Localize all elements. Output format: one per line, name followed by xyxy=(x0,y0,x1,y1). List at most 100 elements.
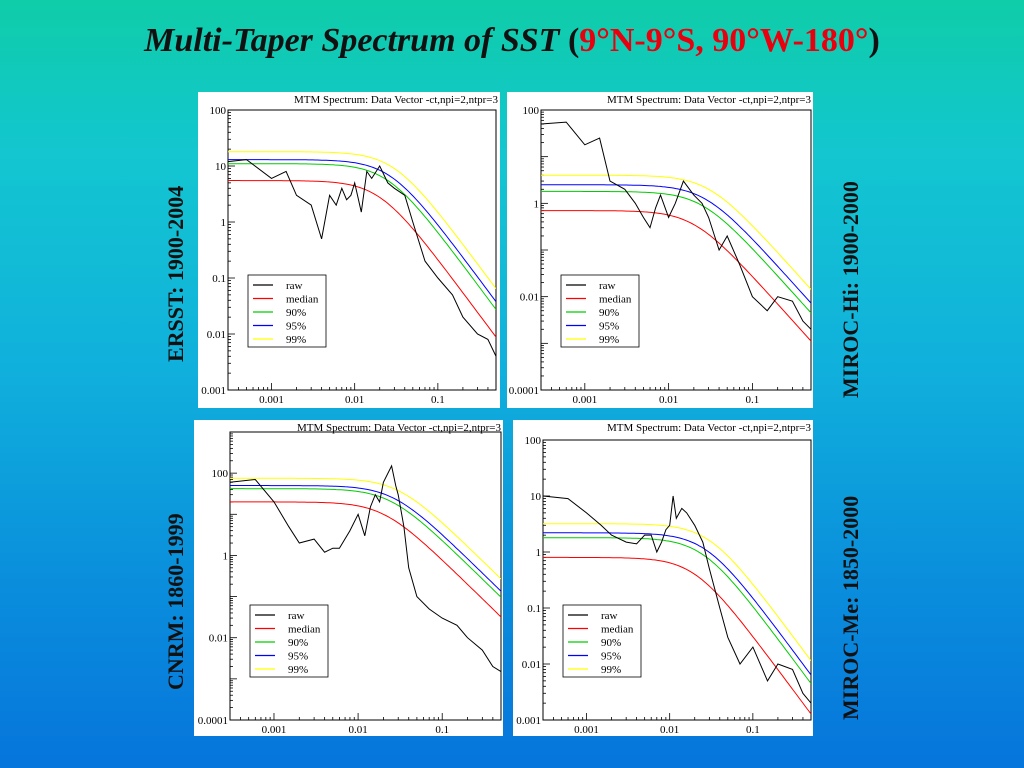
title-open-paren: ( xyxy=(567,22,580,59)
legend-label-median: median xyxy=(288,624,321,636)
x-tick-label: 0.001 xyxy=(572,394,597,406)
y-tick-label: 100 xyxy=(210,105,227,117)
legend-label-median: median xyxy=(601,624,634,636)
chart-svg-cnrm: MTM Spectrum: Data Vector -ct,npi=2,ntpr… xyxy=(198,422,502,736)
chart-title: MTM Spectrum: Data Vector -ct,npi=2,ntpr… xyxy=(607,422,812,434)
y-tick-label: 1 xyxy=(223,550,229,562)
y-tick-label: 0.001 xyxy=(201,385,226,397)
series-99pct-line xyxy=(541,174,811,290)
chart-svg-miroc-me: MTM Spectrum: Data Vector -ct,npi=2,ntpr… xyxy=(516,422,812,736)
plot-area xyxy=(541,121,811,342)
legend-label-raw: raw xyxy=(286,280,303,292)
y-tick-label: 10 xyxy=(530,491,542,503)
legend-label-90pct: 90% xyxy=(288,637,308,649)
x-tick-label: 0.001 xyxy=(262,724,287,736)
y-tick-label: 0.1 xyxy=(212,273,226,285)
series-median-line xyxy=(230,501,501,618)
legend-label-95pct: 95% xyxy=(601,651,621,663)
chart-title: MTM Spectrum: Data Vector -ct,npi=2,ntpr… xyxy=(607,94,812,106)
series-95pct-line xyxy=(228,159,496,302)
y-tick-label: 100 xyxy=(523,105,540,117)
chart-title: MTM Spectrum: Data Vector -ct,npi=2,ntpr… xyxy=(297,422,502,434)
x-tick-label: 0.1 xyxy=(431,394,445,406)
legend-label-90pct: 90% xyxy=(601,637,621,649)
chart-svg-ersst: MTM Spectrum: Data Vector -ct,npi=2,ntpr… xyxy=(201,94,499,406)
legend-label-95pct: 95% xyxy=(599,321,619,333)
series-90pct-line xyxy=(543,537,811,684)
series-raw-line xyxy=(541,121,811,330)
plot-frame xyxy=(229,431,502,721)
x-tick-label: 0.1 xyxy=(435,724,449,736)
label-miroc-hi: MIROC-Hi: 1900-2000 xyxy=(838,181,863,398)
legend-label-90pct: 90% xyxy=(599,307,619,319)
legend-box xyxy=(560,274,640,348)
series-99pct-line xyxy=(543,523,811,661)
chart-svg-miroc-hi: MTM Spectrum: Data Vector -ct,npi=2,ntpr… xyxy=(509,94,812,406)
legend-label-raw: raw xyxy=(599,280,616,292)
legend-label-99pct: 99% xyxy=(288,664,308,676)
label-miroc-me: MIROC-Me: 1850-2000 xyxy=(838,495,863,720)
x-tick-label: 0.001 xyxy=(574,724,599,736)
x-tick-label: 0.01 xyxy=(348,724,367,736)
y-tick-label: 0.01 xyxy=(209,633,228,645)
x-tick-label: 0.1 xyxy=(746,394,760,406)
series-median-line xyxy=(228,180,496,338)
series-95pct-line xyxy=(230,485,501,592)
y-tick-label: 0.0001 xyxy=(198,715,228,727)
x-tick-label: 0.01 xyxy=(659,394,678,406)
chart-panel-cnrm: MTM Spectrum: Data Vector -ct,npi=2,ntpr… xyxy=(194,420,503,736)
series-90pct-line xyxy=(228,163,496,310)
plot-area xyxy=(228,151,496,357)
series-90pct-line xyxy=(541,190,811,314)
legend-label-99pct: 99% xyxy=(599,334,619,346)
legend-box xyxy=(247,274,327,348)
title-main: Multi-Taper Spectrum of SST xyxy=(144,22,560,59)
x-tick-label: 0.001 xyxy=(259,394,284,406)
series-median-line xyxy=(543,556,811,715)
legend-label-raw: raw xyxy=(288,610,305,622)
chart-panel-miroc-me: MTM Spectrum: Data Vector -ct,npi=2,ntpr… xyxy=(513,420,813,736)
legend-label-95pct: 95% xyxy=(288,651,308,663)
y-tick-label: 100 xyxy=(212,468,229,480)
plot-area xyxy=(230,464,501,673)
legend-label-99pct: 99% xyxy=(601,664,621,676)
series-90pct-line xyxy=(230,488,501,598)
chart-title: MTM Spectrum: Data Vector -ct,npi=2,ntpr… xyxy=(294,94,499,106)
series-raw-line xyxy=(228,159,496,357)
y-tick-label: 0.001 xyxy=(516,715,541,727)
legend-box xyxy=(562,604,642,678)
y-tick-label: 0.01 xyxy=(520,292,539,304)
y-tick-label: 100 xyxy=(525,435,542,447)
y-tick-label: 1 xyxy=(221,217,227,229)
title-region: 9°N-9°S, 90°W-180° xyxy=(579,22,869,59)
y-tick-label: 1 xyxy=(534,198,540,210)
series-95pct-line xyxy=(541,184,811,304)
y-tick-label: 0.01 xyxy=(522,659,541,671)
y-tick-label: 1 xyxy=(536,547,542,559)
label-ersst: ERSST: 1900-2004 xyxy=(163,185,188,362)
legend-label-median: median xyxy=(286,294,319,306)
x-tick-label: 0.1 xyxy=(746,724,760,736)
y-tick-label: 0.01 xyxy=(207,329,226,341)
series-99pct-line xyxy=(228,151,496,289)
legend-label-99pct: 99% xyxy=(286,334,306,346)
x-tick-label: 0.01 xyxy=(345,394,364,406)
legend-label-median: median xyxy=(599,294,632,306)
legend-label-raw: raw xyxy=(601,610,618,622)
x-tick-label: 0.01 xyxy=(660,724,679,736)
series-raw-line xyxy=(543,495,811,704)
series-raw-line xyxy=(230,464,501,673)
legend-box xyxy=(249,604,329,678)
page-title: Multi-Taper Spectrum of SST (9°N-9°S, 90… xyxy=(0,22,1024,60)
y-tick-label: 0.1 xyxy=(527,603,541,615)
series-99pct-line xyxy=(230,477,501,580)
legend-label-90pct: 90% xyxy=(286,307,306,319)
chart-panel-miroc-hi: MTM Spectrum: Data Vector -ct,npi=2,ntpr… xyxy=(507,92,813,408)
label-cnrm: CNRM: 1860-1999 xyxy=(163,513,188,690)
series-95pct-line xyxy=(543,532,811,676)
chart-panel-ersst: MTM Spectrum: Data Vector -ct,npi=2,ntpr… xyxy=(198,92,500,408)
plot-frame xyxy=(540,109,812,391)
plot-frame xyxy=(542,439,812,721)
plot-frame xyxy=(227,109,497,391)
plot-area xyxy=(543,495,811,715)
